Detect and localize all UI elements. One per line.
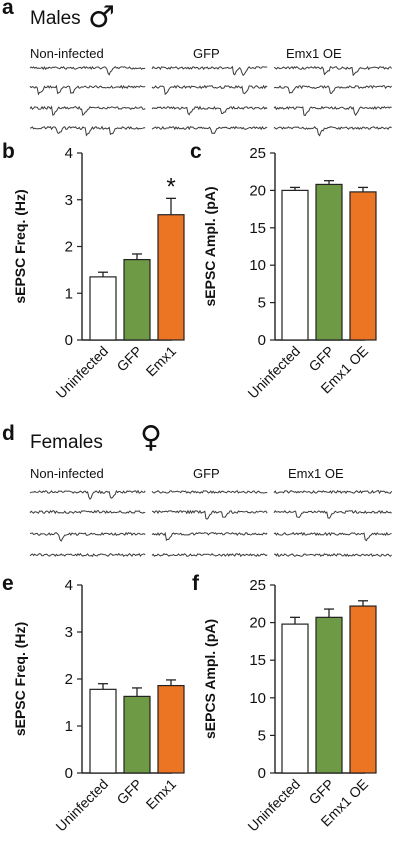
trace-line xyxy=(273,552,392,558)
bar-gfp xyxy=(123,695,151,774)
y-tick-label: 3 xyxy=(65,192,73,209)
trace-line xyxy=(29,84,146,96)
trace-line xyxy=(273,126,392,137)
y-tick-label: 15 xyxy=(249,220,266,237)
panel-letter-a: a xyxy=(2,0,14,19)
bar-emx1-oe xyxy=(349,605,377,774)
trace-line xyxy=(29,125,146,137)
trace-label-gfp-females: GFP xyxy=(193,466,220,481)
trace-label-noninfected-males: Non-infected xyxy=(30,46,104,61)
y-tick-label: 0 xyxy=(65,332,73,349)
trace-line xyxy=(29,509,146,515)
bar-uninfected xyxy=(89,276,117,341)
female-symbol-icon: ♀ xyxy=(140,420,162,455)
bar-emx1-oe xyxy=(349,191,377,341)
males-title: Males xyxy=(30,8,81,29)
trace-line xyxy=(273,85,392,94)
x-tick-label: Emx1 xyxy=(142,343,179,380)
y-tick-label: 25 xyxy=(249,145,266,162)
y-tick-label: 2 xyxy=(65,671,73,688)
trace-line xyxy=(273,509,392,519)
y-tick-label: 4 xyxy=(65,578,73,594)
trace-line xyxy=(151,490,268,494)
y-tick-label: 0 xyxy=(258,332,266,349)
panel-letter-d: d xyxy=(2,422,15,445)
trace-line xyxy=(29,531,146,542)
x-tick-label: GFP xyxy=(113,776,145,808)
trace-label-emx1-females: Emx1 OE xyxy=(288,466,344,481)
x-tick-label: Uninfected xyxy=(52,343,111,402)
bar-uninfected xyxy=(89,688,117,774)
y-axis-label: sEPCS Ampl. (pA) xyxy=(202,619,218,739)
trace-line xyxy=(29,552,146,558)
male-traces xyxy=(29,65,392,137)
y-tick-label: 0 xyxy=(65,765,73,782)
y-tick-label: 2 xyxy=(65,239,73,256)
bar-uninfected xyxy=(281,189,309,341)
y-tick-label: 4 xyxy=(65,145,73,162)
bar-gfp xyxy=(315,183,343,341)
bar-uninfected xyxy=(281,623,309,774)
trace-line xyxy=(151,125,268,134)
y-tick-label: 20 xyxy=(249,615,266,632)
trace-line xyxy=(151,509,268,520)
females-title: Females xyxy=(30,432,103,453)
y-tick-label: 10 xyxy=(249,690,266,707)
y-tick-label: 0 xyxy=(258,765,266,782)
panel-letter-e: e xyxy=(2,572,14,595)
y-axis-label: sEPSC Ampl. (pA) xyxy=(202,186,218,306)
bar-gfp xyxy=(123,258,151,341)
trace-line xyxy=(29,489,146,500)
y-tick-label: 20 xyxy=(249,182,266,199)
trace-line xyxy=(273,489,393,495)
x-tick-label: Emx1 xyxy=(142,776,179,813)
female-traces xyxy=(29,489,393,558)
male-symbol-icon: ♂ xyxy=(88,0,115,35)
y-tick-label: 1 xyxy=(65,285,73,302)
x-tick-label: Uninfected xyxy=(244,776,303,835)
panel-letter-f: f xyxy=(192,572,199,595)
y-axis-label: sEPSC Freq. (Hz) xyxy=(12,622,28,736)
trace-line xyxy=(29,105,146,116)
trace-line xyxy=(151,531,268,541)
trace-line xyxy=(273,65,392,77)
bar-emx1 xyxy=(157,684,185,774)
trace-line xyxy=(273,105,392,117)
y-tick-label: 3 xyxy=(65,624,73,641)
trace-line xyxy=(151,65,268,77)
y-tick-label: 10 xyxy=(249,257,266,274)
y-tick-label: 15 xyxy=(249,652,266,669)
panel-letter-b: b xyxy=(2,140,15,163)
bar-emx1 xyxy=(157,214,185,341)
trace-line xyxy=(273,531,392,542)
trace-line xyxy=(151,552,268,558)
trace-label-emx1-males: Emx1 OE xyxy=(286,46,342,61)
y-tick-label: 25 xyxy=(249,578,266,594)
y-tick-label: 5 xyxy=(258,727,266,744)
trace-label-gfp-males: GFP xyxy=(193,46,220,61)
y-axis-label: sEPSC Freq. (Hz) xyxy=(12,189,28,303)
y-tick-label: 1 xyxy=(65,718,73,735)
trace-line xyxy=(151,105,268,116)
x-tick-label: Uninfected xyxy=(52,776,111,835)
trace-label-noninfected-females: Non-infected xyxy=(30,466,104,481)
chart-b-freq-males: 0 1 2 3 4 sEPSC Freq. (Hz) Uninfected GFP * Emx1 xyxy=(12,145,185,402)
significance-marker: * xyxy=(166,173,175,200)
x-tick-label: Uninfected xyxy=(244,343,303,402)
y-tick-label: 5 xyxy=(258,295,266,312)
x-tick-label: GFP xyxy=(113,343,145,375)
trace-line xyxy=(151,84,268,96)
panel-letter-c: c xyxy=(190,140,202,163)
bar-gfp xyxy=(315,616,343,774)
trace-line xyxy=(29,65,146,76)
